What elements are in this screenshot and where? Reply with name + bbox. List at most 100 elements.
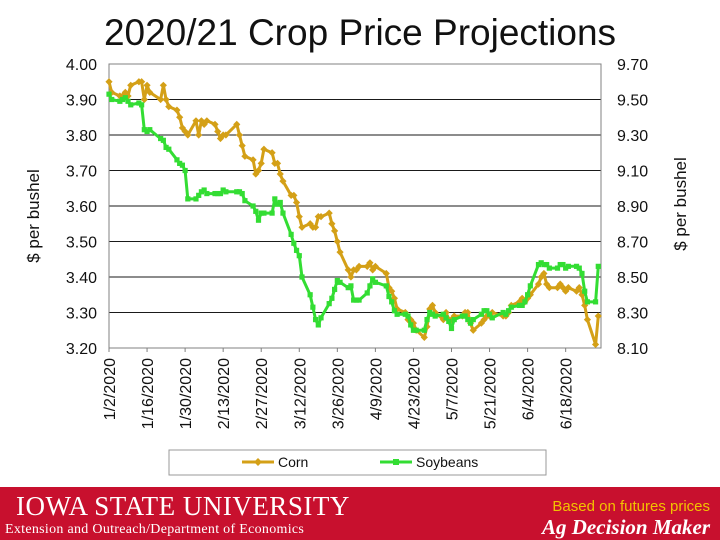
- data-point: [109, 96, 115, 103]
- data-point: [176, 113, 184, 121]
- data-point: [355, 262, 363, 270]
- data-point: [426, 305, 434, 313]
- data-point: [353, 297, 359, 303]
- x-tick-label: 4/23/2020: [406, 358, 423, 429]
- data-point: [318, 315, 324, 321]
- data-point: [467, 320, 474, 326]
- data-point: [117, 98, 123, 104]
- data-point: [293, 247, 300, 253]
- data-point: [158, 135, 164, 142]
- data-point: [127, 81, 135, 89]
- data-point: [519, 302, 525, 308]
- data-point: [443, 315, 449, 321]
- x-tick-label: 3/26/2020: [330, 358, 347, 429]
- data-point: [136, 100, 142, 106]
- data-point: [268, 149, 276, 157]
- data-point: [595, 263, 601, 269]
- data-point: [478, 311, 484, 317]
- data-point: [138, 78, 146, 86]
- y-tick-label: 3.20: [66, 341, 97, 358]
- data-point: [459, 313, 465, 319]
- x-tick-label: 1/16/2020: [140, 358, 157, 429]
- data-point: [448, 325, 455, 332]
- data-point: [544, 261, 550, 268]
- data-point: [310, 304, 316, 310]
- series-soybeans: [106, 91, 601, 333]
- data-point: [174, 157, 180, 163]
- plot-area: [108, 63, 602, 349]
- data-point: [215, 190, 221, 197]
- legend-swatch-marker: [254, 458, 262, 466]
- data-point: [410, 327, 417, 333]
- data-point: [393, 305, 401, 313]
- data-point: [518, 294, 526, 302]
- data-point: [503, 311, 509, 317]
- data-point: [292, 198, 301, 207]
- data-point: [372, 279, 378, 285]
- x-tick-label: 3/12/2020: [292, 358, 309, 429]
- data-point: [125, 98, 131, 104]
- data-point: [325, 209, 333, 217]
- y-tick-label: 3.60: [66, 199, 97, 216]
- data-point: [184, 131, 192, 139]
- data-point: [345, 285, 351, 291]
- data-point: [185, 196, 191, 202]
- data-point: [541, 261, 547, 268]
- data-point: [451, 317, 457, 323]
- data-point: [312, 317, 319, 323]
- data-point: [582, 288, 588, 294]
- data-point: [160, 137, 166, 143]
- data-point: [402, 311, 408, 317]
- data-point: [486, 311, 493, 317]
- data-point: [250, 203, 256, 209]
- data-point: [592, 299, 599, 305]
- data-point: [222, 131, 230, 139]
- data-point: [269, 210, 275, 216]
- data-point: [447, 316, 456, 324]
- data-point: [500, 309, 506, 316]
- data-point: [195, 131, 203, 139]
- data-point: [559, 284, 567, 292]
- data-point: [386, 293, 392, 300]
- data-point: [193, 196, 199, 202]
- x-tick-label: 6/18/2020: [559, 358, 576, 429]
- data-point: [540, 269, 548, 278]
- y2-tick-label: 8.90: [617, 199, 648, 216]
- data-point: [382, 269, 390, 278]
- data-point: [298, 223, 306, 231]
- data-point: [279, 177, 287, 185]
- y-tick-label: 3.50: [66, 235, 97, 252]
- department-text: Extension and Outreach/Department of Eco…: [5, 522, 305, 537]
- x-tick-label: 4/9/2020: [368, 358, 385, 420]
- data-point: [579, 270, 585, 277]
- data-point: [556, 280, 564, 288]
- y-axis-title-left: $ per bushel: [24, 169, 43, 263]
- data-point: [421, 327, 427, 333]
- y2-tick-label: 9.70: [617, 57, 648, 74]
- data-point: [276, 170, 284, 178]
- data-point: [408, 322, 414, 328]
- slide-title: 2020/21 Crop Price Projections: [103, 12, 617, 53]
- data-point: [428, 301, 437, 309]
- data-point: [424, 317, 430, 323]
- data-point: [409, 319, 418, 327]
- data-point: [331, 227, 339, 235]
- data-point: [538, 260, 544, 266]
- legend-item-soybeans: Soybeans: [380, 454, 478, 470]
- x-tick-label: 5/21/2020: [483, 358, 500, 429]
- data-point: [563, 265, 569, 271]
- x-axis: 1/2/2020 1/16/2020 1/30/2020 2/13/2020 2/27/…: [102, 348, 576, 429]
- data-point: [201, 187, 207, 193]
- legend-item-corn: Corn: [242, 454, 308, 470]
- data-point: [543, 280, 551, 288]
- data-point: [388, 287, 396, 295]
- ag-decision-maker-logo: Ag Decision Maker: [542, 515, 710, 539]
- data-point: [214, 127, 222, 136]
- data-point: [465, 317, 471, 323]
- data-point: [432, 313, 438, 319]
- data-point: [329, 295, 335, 301]
- x-tick-label: 2/13/2020: [216, 358, 233, 429]
- data-point: [139, 102, 145, 108]
- data-point: [182, 167, 188, 174]
